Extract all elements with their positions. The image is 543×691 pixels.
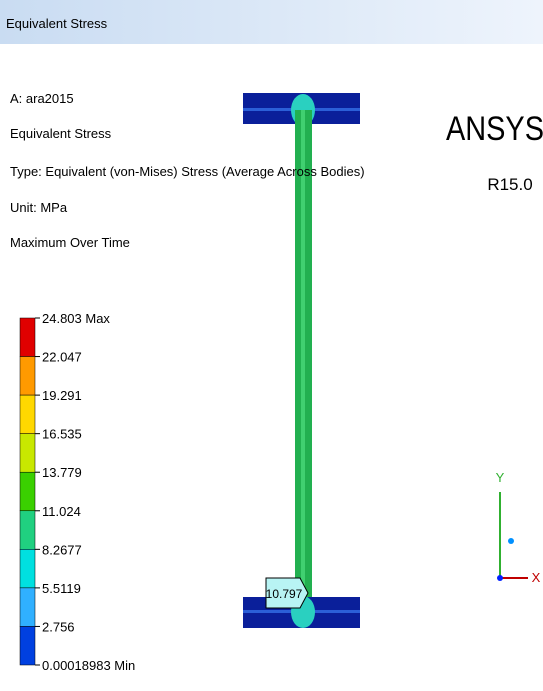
legend-swatch: [20, 357, 35, 396]
info-line: Equivalent Stress: [10, 126, 112, 141]
info-line: Maximum Over Time: [10, 235, 130, 250]
legend-label: 19.291: [42, 388, 82, 403]
legend-swatch: [20, 434, 35, 473]
viewport: Equivalent Stress 10.797 ANSYS R15.0 Y X…: [0, 0, 543, 686]
triad-x: X: [532, 570, 541, 585]
logo: ANSYS: [446, 109, 543, 148]
version: R15.0: [487, 175, 532, 194]
legend-label: 24.803 Max: [42, 311, 110, 326]
legend-swatch: [20, 549, 35, 588]
title: Equivalent Stress: [6, 16, 108, 31]
legend-label: 22.047: [42, 350, 82, 365]
origin: [497, 575, 503, 581]
legend-label: 5.5119: [42, 581, 81, 596]
info-line: Unit: MPa: [10, 200, 68, 215]
triad-y: Y: [496, 470, 505, 485]
legend-label: 11.024: [42, 504, 81, 519]
probe-label: 10.797: [266, 587, 303, 601]
legend-swatch: [20, 588, 35, 627]
legend-label: 16.535: [42, 427, 82, 442]
info-line: A: ara2015: [10, 91, 74, 106]
legend-swatch: [20, 472, 35, 511]
legend-label: 8.2677: [42, 542, 82, 557]
legend-label: 2.756: [42, 619, 75, 634]
legend-swatch: [20, 395, 35, 434]
z-axis: [508, 538, 514, 544]
legend-label: 13.779: [42, 465, 82, 480]
info-line: Type: Equivalent (von-Mises) Stress (Ave…: [10, 164, 365, 179]
legend-swatch: [20, 626, 35, 665]
legend-label: 0.00018983 Min: [42, 658, 135, 673]
legend-swatch: [20, 318, 35, 357]
legend-swatch: [20, 511, 35, 550]
web-highlight: [301, 110, 305, 610]
